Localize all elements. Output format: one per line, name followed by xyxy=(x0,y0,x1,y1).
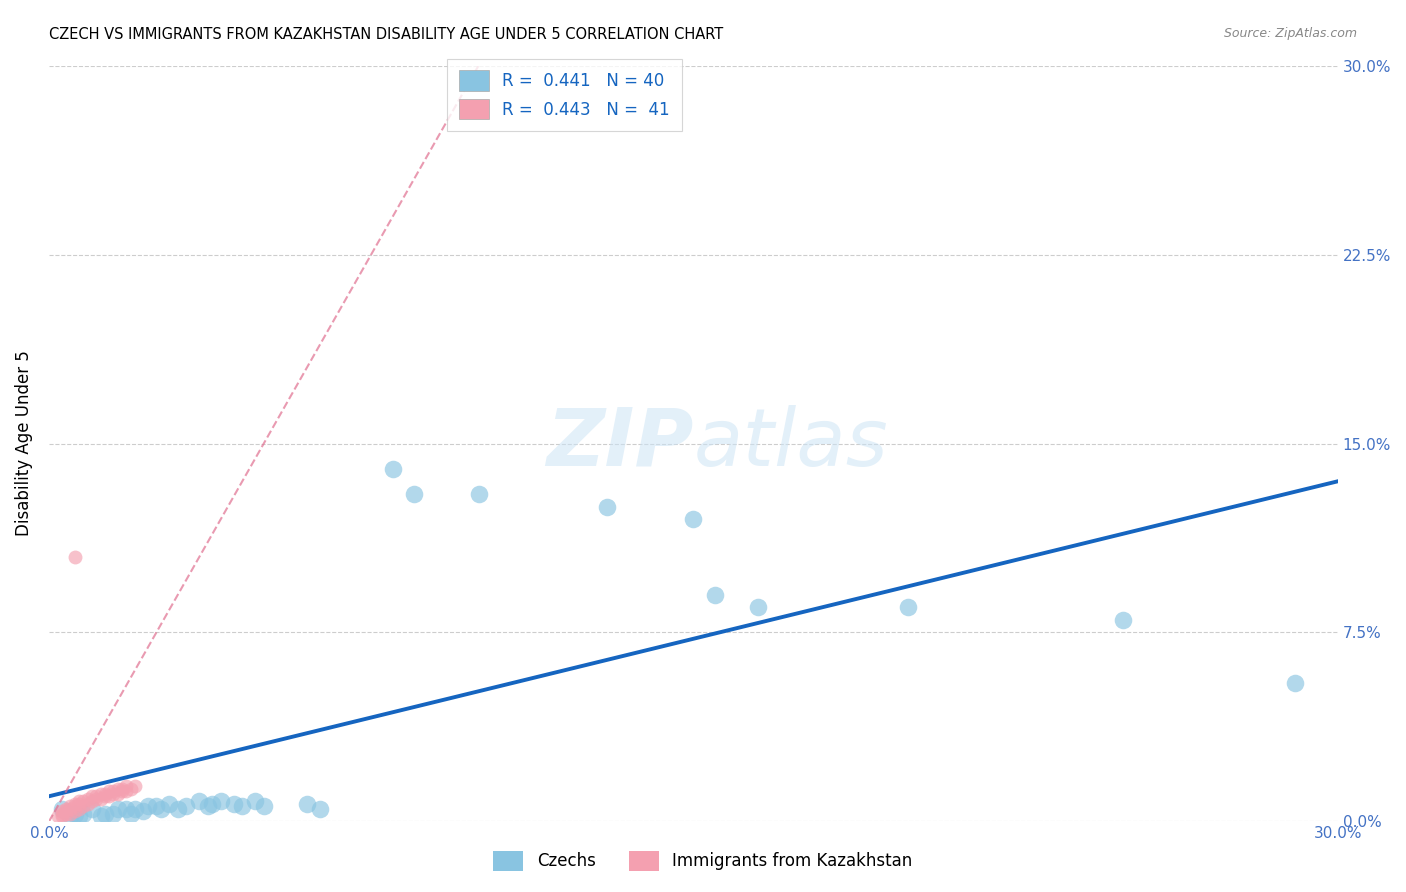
Point xyxy=(111,784,134,798)
Point xyxy=(76,791,98,805)
Point xyxy=(107,802,129,816)
Point xyxy=(103,784,125,798)
Legend: Czechs, Immigrants from Kazakhstan: Czechs, Immigrants from Kazakhstan xyxy=(485,842,921,880)
Point xyxy=(1284,676,1306,690)
Text: ZIP: ZIP xyxy=(546,405,693,483)
Point xyxy=(55,806,77,821)
Point xyxy=(51,805,73,819)
Point xyxy=(59,806,82,821)
Point xyxy=(63,799,86,814)
Point xyxy=(107,787,129,801)
Point xyxy=(89,791,111,805)
Point xyxy=(67,794,90,808)
Point xyxy=(51,806,73,821)
Point xyxy=(404,487,426,501)
Point xyxy=(222,797,245,811)
Point xyxy=(201,797,224,811)
Point xyxy=(89,809,111,823)
Point xyxy=(253,799,276,814)
Point xyxy=(84,791,107,805)
Point xyxy=(103,806,125,821)
Point xyxy=(703,588,725,602)
Point xyxy=(51,802,73,816)
Point xyxy=(120,781,142,796)
Text: atlas: atlas xyxy=(693,405,889,483)
Point xyxy=(308,802,330,816)
Point xyxy=(107,781,129,796)
Point xyxy=(1112,613,1135,627)
Point xyxy=(120,806,142,821)
Point xyxy=(94,806,117,821)
Point xyxy=(63,797,86,811)
Point xyxy=(94,789,117,804)
Point xyxy=(84,789,107,804)
Point xyxy=(80,789,103,804)
Point xyxy=(149,802,172,816)
Point xyxy=(67,802,90,816)
Point xyxy=(115,779,138,793)
Point xyxy=(145,799,167,814)
Point xyxy=(89,787,111,801)
Point xyxy=(176,799,198,814)
Point xyxy=(67,809,90,823)
Point xyxy=(897,600,920,615)
Point xyxy=(209,794,232,808)
Point xyxy=(115,784,138,798)
Point xyxy=(295,797,318,811)
Point xyxy=(115,802,138,816)
Point xyxy=(243,794,266,808)
Point xyxy=(166,802,188,816)
Point xyxy=(59,799,82,814)
Point xyxy=(72,799,94,814)
Point xyxy=(76,797,98,811)
Point xyxy=(157,797,180,811)
Point xyxy=(132,805,155,819)
Point xyxy=(124,802,146,816)
Point xyxy=(596,500,619,514)
Point xyxy=(72,794,94,808)
Point xyxy=(94,787,117,801)
Point xyxy=(231,799,253,814)
Point xyxy=(63,806,86,821)
Point xyxy=(747,600,769,615)
Text: CZECH VS IMMIGRANTS FROM KAZAKHSTAN DISABILITY AGE UNDER 5 CORRELATION CHART: CZECH VS IMMIGRANTS FROM KAZAKHSTAN DISA… xyxy=(49,27,724,42)
Legend: R =  0.441   N = 40, R =  0.443   N =  41: R = 0.441 N = 40, R = 0.443 N = 41 xyxy=(447,59,682,131)
Point xyxy=(63,805,86,819)
Point xyxy=(98,784,121,798)
Point xyxy=(467,487,489,501)
Point xyxy=(682,512,704,526)
Point xyxy=(63,549,86,564)
Point xyxy=(55,805,77,819)
Point xyxy=(98,789,121,804)
Y-axis label: Disability Age Under 5: Disability Age Under 5 xyxy=(15,351,32,536)
Point xyxy=(188,794,211,808)
Point xyxy=(103,787,125,801)
Point xyxy=(72,806,94,821)
Point xyxy=(59,802,82,816)
Point xyxy=(55,802,77,816)
Point xyxy=(80,802,103,816)
Point xyxy=(67,797,90,811)
Point xyxy=(111,781,134,796)
Point xyxy=(46,809,69,823)
Point xyxy=(197,799,219,814)
Point xyxy=(59,809,82,823)
Point xyxy=(124,779,146,793)
Point xyxy=(381,461,404,475)
Text: Source: ZipAtlas.com: Source: ZipAtlas.com xyxy=(1223,27,1357,40)
Point xyxy=(136,799,159,814)
Point xyxy=(51,809,73,823)
Point xyxy=(80,794,103,808)
